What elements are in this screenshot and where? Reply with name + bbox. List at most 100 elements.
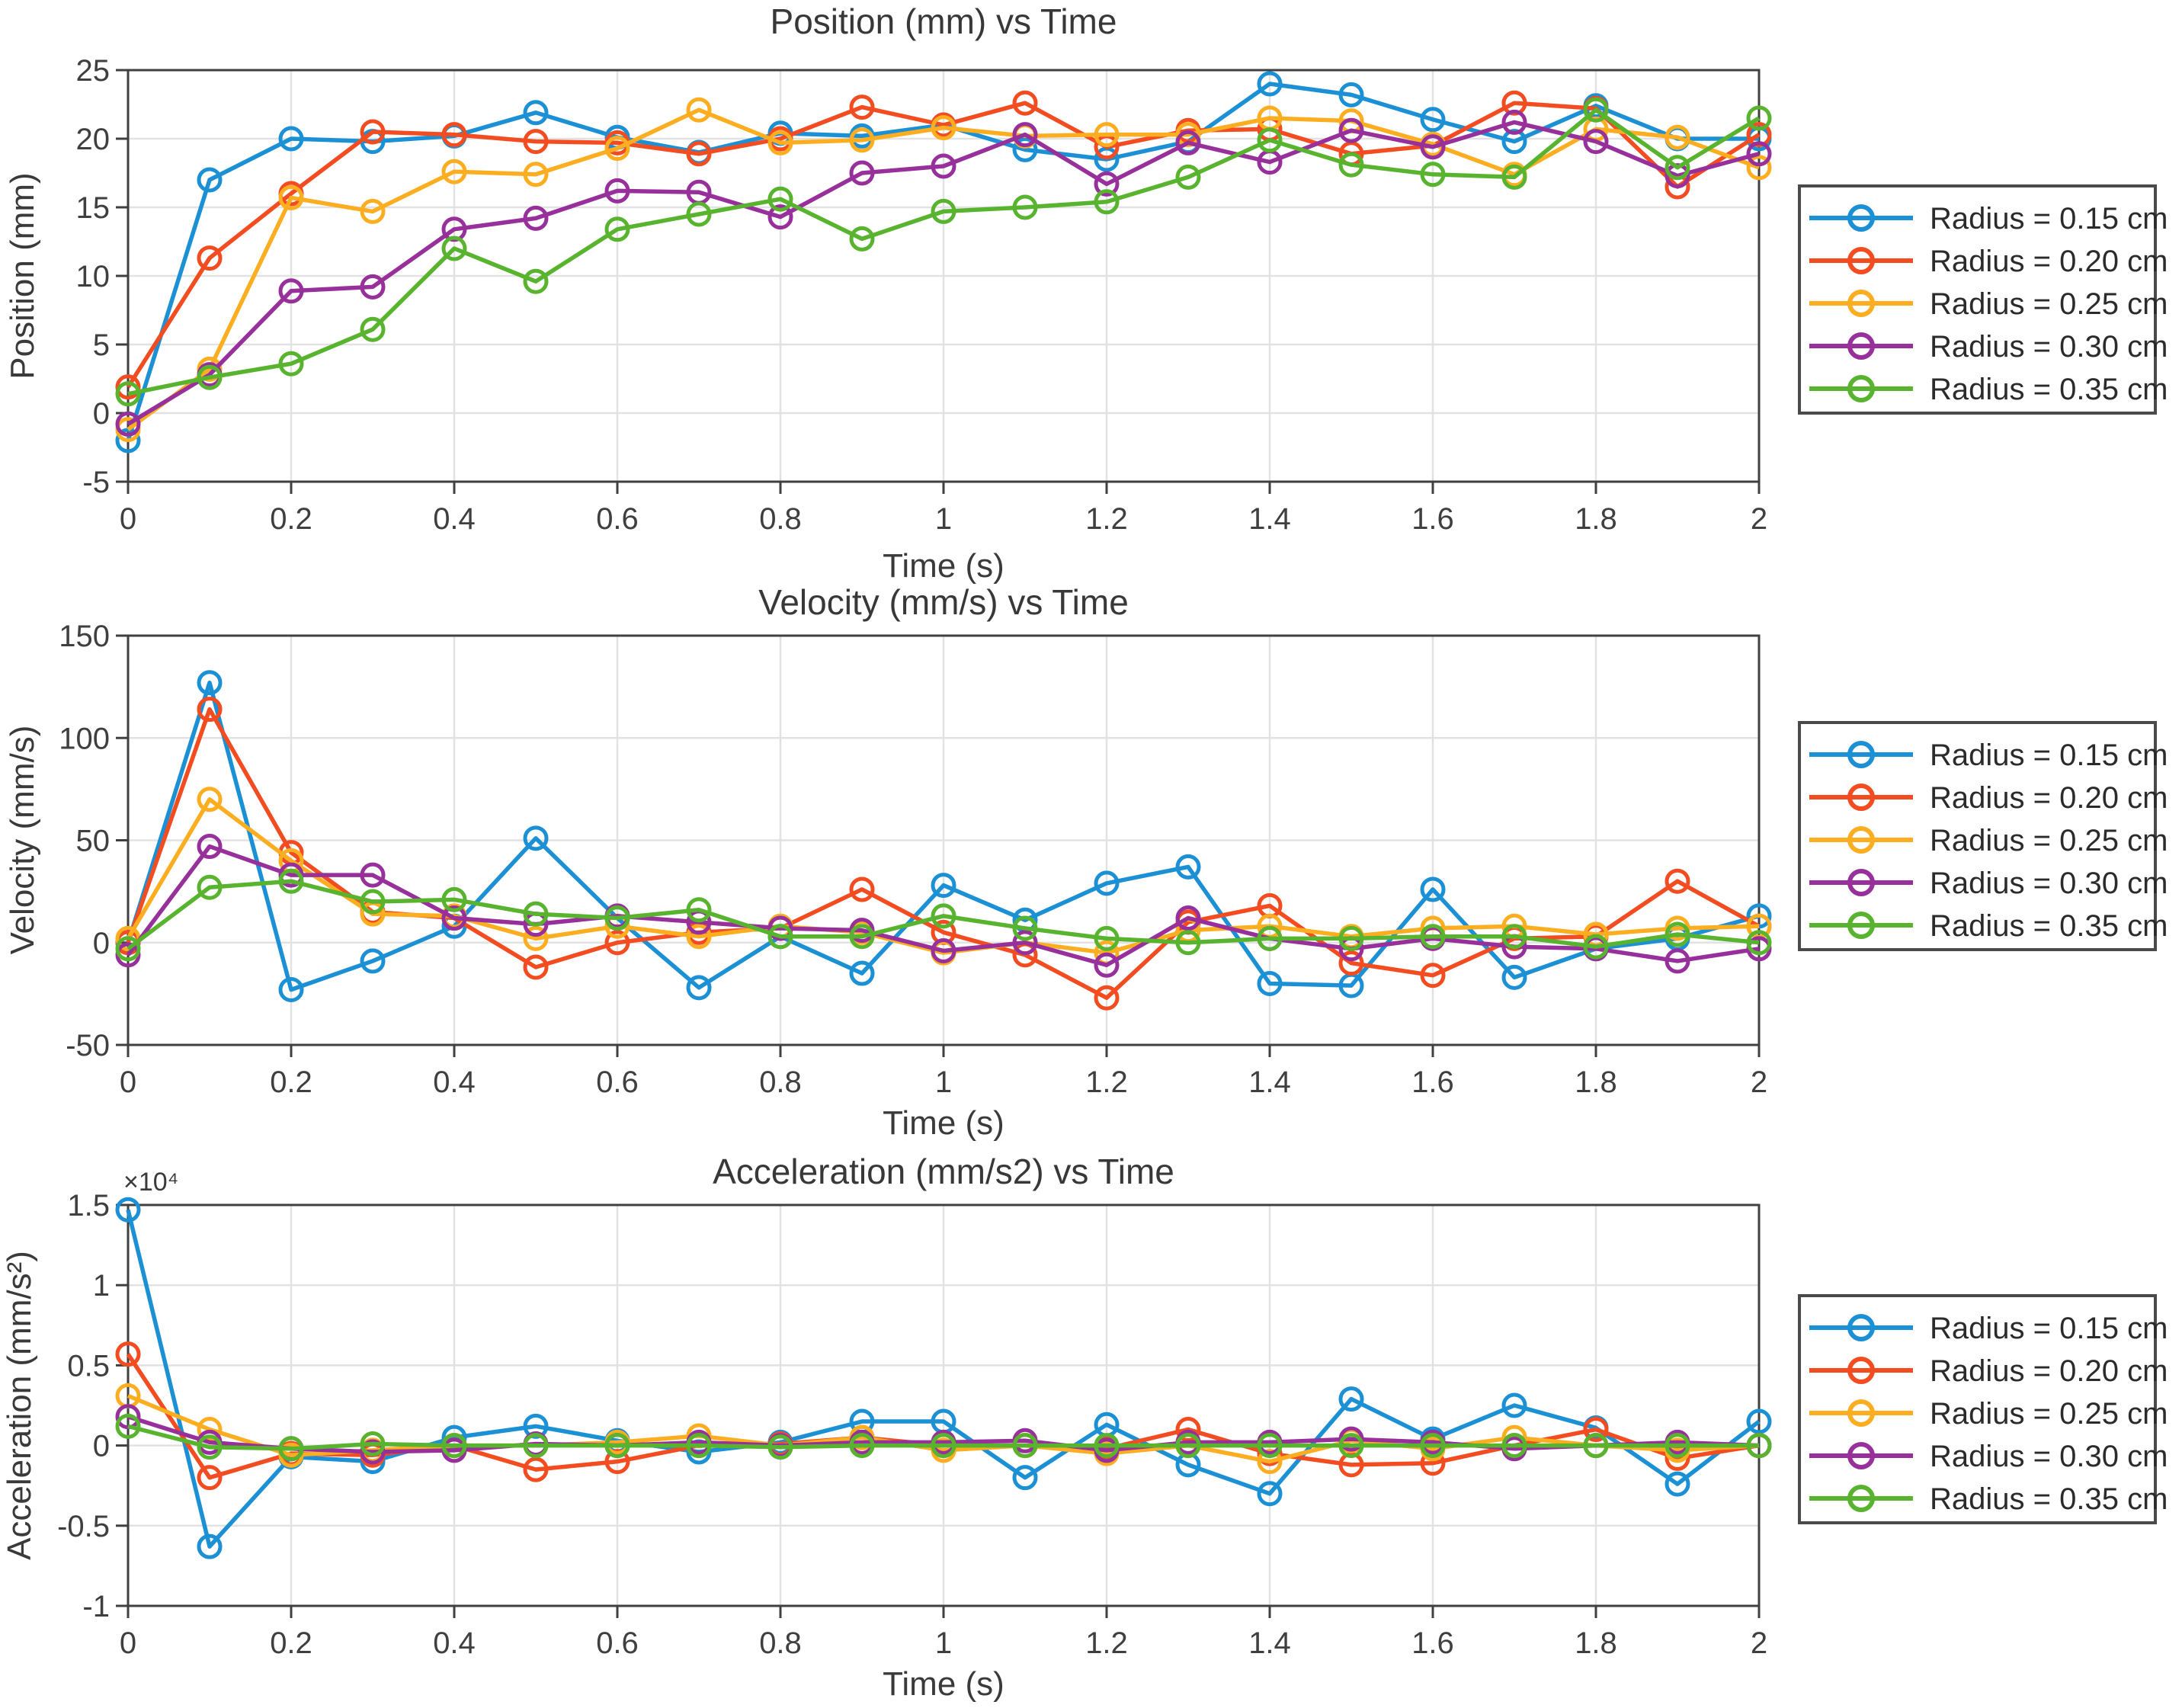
y-tick-label: 100 [59, 722, 110, 755]
data-point-marker [441, 122, 467, 148]
legend-label: Radius = 0.25 cm [1930, 824, 2168, 857]
data-point-marker [1094, 171, 1120, 197]
data-point-marker [1665, 948, 1690, 974]
y-tick-label: 5 [93, 328, 110, 362]
x-tick-label: 0.8 [759, 1626, 802, 1660]
x-tick-label: 1.6 [1411, 502, 1454, 536]
data-point-marker [931, 1433, 956, 1459]
data-point-marker [1012, 915, 1038, 941]
data-point-marker [1420, 924, 1446, 950]
data-point-marker [686, 924, 712, 950]
data-point-marker [360, 198, 386, 224]
series-line [126, 681, 1760, 992]
plot-area-acceleration: 0 0.2 0.4 0.6 0.8 1 1.2 1.4 1.6 1.8 2 1.5 1 0.5 0 -0.5 -… [57, 1189, 1772, 1660]
data-point-marker [1746, 141, 1772, 167]
y-tick-label: 1 [93, 1269, 110, 1303]
legend-marker-icon [1847, 332, 1875, 360]
data-point-marker [1012, 122, 1038, 148]
data-point-marker [686, 1433, 712, 1459]
data-point-marker [1257, 1433, 1283, 1459]
data-point-marker [1094, 1433, 1120, 1459]
x-tick-label: 0.8 [759, 1065, 802, 1099]
data-point-marker [197, 364, 223, 390]
x-axis-label-acceleration: Time (s) [883, 1665, 1004, 1703]
data-point-marker [1338, 950, 1364, 976]
legend-marker-icon [1847, 375, 1875, 402]
data-point-marker [1175, 122, 1201, 148]
data-point-marker [523, 1433, 549, 1459]
series-line [127, 1424, 1759, 1451]
data-point-marker [1338, 925, 1364, 951]
data-point-marker [1094, 985, 1120, 1011]
data-point-marker [604, 178, 630, 203]
legend-label: Radius = 0.15 cm [1930, 202, 2168, 236]
data-point-marker [360, 316, 386, 342]
data-point-marker [197, 1465, 223, 1491]
x-tick-label: 0.8 [759, 502, 802, 536]
legend-label: Radius = 0.20 cm [1930, 245, 2168, 278]
plot-area-velocity: 0 0.2 0.4 0.6 0.8 1 1.2 1.4 1.6 1.8 2 150 100 50 0 -50 [59, 620, 1772, 1099]
subplot-velocity: 0 0.2 0.4 0.6 0.8 1 1.2 1.4 1.6 1.8 2150100500-50 … [4, 582, 2168, 1142]
data-point-marker [604, 930, 630, 956]
data-point-marker [1094, 870, 1120, 896]
data-point-marker [523, 1413, 549, 1439]
legend-marker-icon [1847, 741, 1875, 768]
data-point-marker [1420, 876, 1446, 902]
data-point-marker [604, 136, 630, 162]
data-point-marker [1420, 963, 1446, 989]
data-point-marker [931, 153, 956, 179]
data-point-marker [767, 924, 793, 950]
data-point-marker [1012, 136, 1038, 162]
y-axis-label-position: Position (mm) [4, 172, 41, 379]
data-point-marker [1665, 868, 1690, 894]
x-tick-label: 1.6 [1411, 1626, 1454, 1660]
data-point-marker [523, 100, 549, 126]
data-point-marker [1665, 124, 1690, 150]
x-tick-label: 0 [120, 502, 136, 536]
legend-marker-icon [1847, 869, 1875, 896]
data-point-marker [1665, 921, 1690, 947]
data-point-marker [1501, 1433, 1527, 1459]
data-point-marker [197, 787, 223, 812]
data-point-marker [1338, 82, 1364, 107]
subplot-position: 0 0.2 0.4 0.6 0.8 1 1.2 1.4 1.6 1.8 22520151050-5 … [4, 2, 2168, 585]
data-point-marker [1501, 164, 1527, 190]
data-point-marker [686, 975, 712, 1001]
data-point-marker [1583, 934, 1609, 960]
y-tick-label: 150 [59, 620, 110, 653]
data-point-marker [1746, 1433, 1772, 1459]
legend-marker-icon [1847, 290, 1875, 317]
y-tick-label: 0.5 [67, 1349, 110, 1383]
data-point-marker [1665, 1471, 1690, 1497]
data-point-marker [1420, 134, 1446, 160]
legend-marker-icon [1847, 912, 1875, 939]
data-point-marker [1501, 109, 1527, 135]
data-point-marker [767, 130, 793, 155]
data-point-marker [441, 159, 467, 184]
data-point-marker [197, 1533, 223, 1559]
data-point-marker [604, 905, 630, 931]
data-point-marker [523, 129, 549, 155]
data-point-marker [1012, 90, 1038, 116]
data-point-marker [1094, 925, 1120, 951]
data-point-marker [115, 1341, 141, 1367]
data-point-marker [1338, 1386, 1364, 1412]
legend-marker-icon [1847, 826, 1875, 854]
legend-label: Radius = 0.30 cm [1930, 1440, 2168, 1473]
data-point-marker [197, 670, 223, 696]
data-point-marker [604, 216, 630, 242]
data-point-marker [360, 862, 386, 888]
data-point-marker [1583, 129, 1609, 155]
series-line [126, 844, 1760, 968]
data-point-marker [1420, 162, 1446, 187]
x-tick-label: 2 [1751, 1626, 1767, 1660]
data-point-marker [1094, 189, 1120, 215]
x-tick-label: 0.4 [433, 1065, 476, 1099]
data-point-marker [1175, 854, 1201, 880]
legend-marker-icon [1847, 1485, 1875, 1512]
data-point-marker [1012, 930, 1038, 956]
y-tick-label: -5 [82, 466, 110, 499]
data-point-marker [1420, 1433, 1446, 1459]
data-point-marker [849, 960, 875, 986]
